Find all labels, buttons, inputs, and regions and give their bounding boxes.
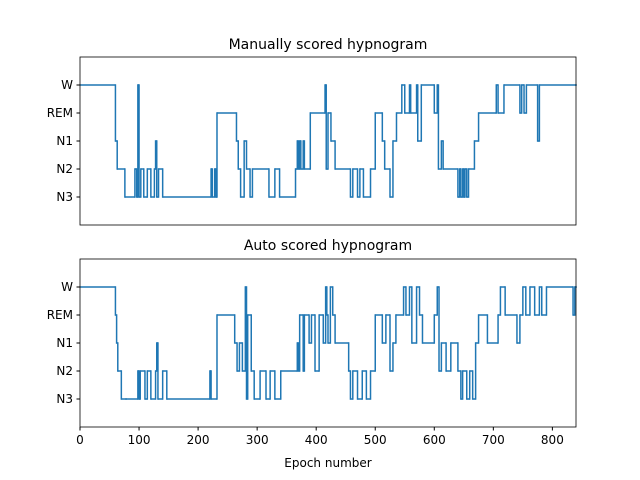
y-tick-label: W: [61, 280, 73, 294]
x-tick-label: 500: [364, 433, 387, 447]
y-tick-label: N3: [56, 190, 73, 204]
y-tick-label: REM: [47, 308, 73, 322]
y-tick-label: N3: [56, 392, 73, 406]
chart-title: Manually scored hypnogram: [229, 37, 428, 53]
x-tick-label: 300: [246, 433, 269, 447]
x-tick-label: 800: [541, 433, 564, 447]
x-tick-label: 700: [482, 433, 505, 447]
x-tick-label: 200: [187, 433, 210, 447]
y-tick-label: N1: [56, 134, 73, 148]
y-tick-label: N1: [56, 336, 73, 350]
axes-frame: [79, 56, 577, 226]
x-tick-label: 100: [128, 433, 151, 447]
x-tick-label: 0: [76, 433, 84, 447]
x-tick-label: 400: [305, 433, 328, 447]
y-tick-label: W: [61, 78, 73, 92]
x-axis-label: Epoch number: [284, 456, 371, 470]
y-tick-label: N2: [56, 162, 73, 176]
axes-frame: [79, 258, 577, 428]
y-tick-label: N2: [56, 364, 73, 378]
y-tick-label: REM: [47, 106, 73, 120]
chart-title: Auto scored hypnogram: [244, 238, 412, 254]
x-tick-label: 600: [423, 433, 446, 447]
